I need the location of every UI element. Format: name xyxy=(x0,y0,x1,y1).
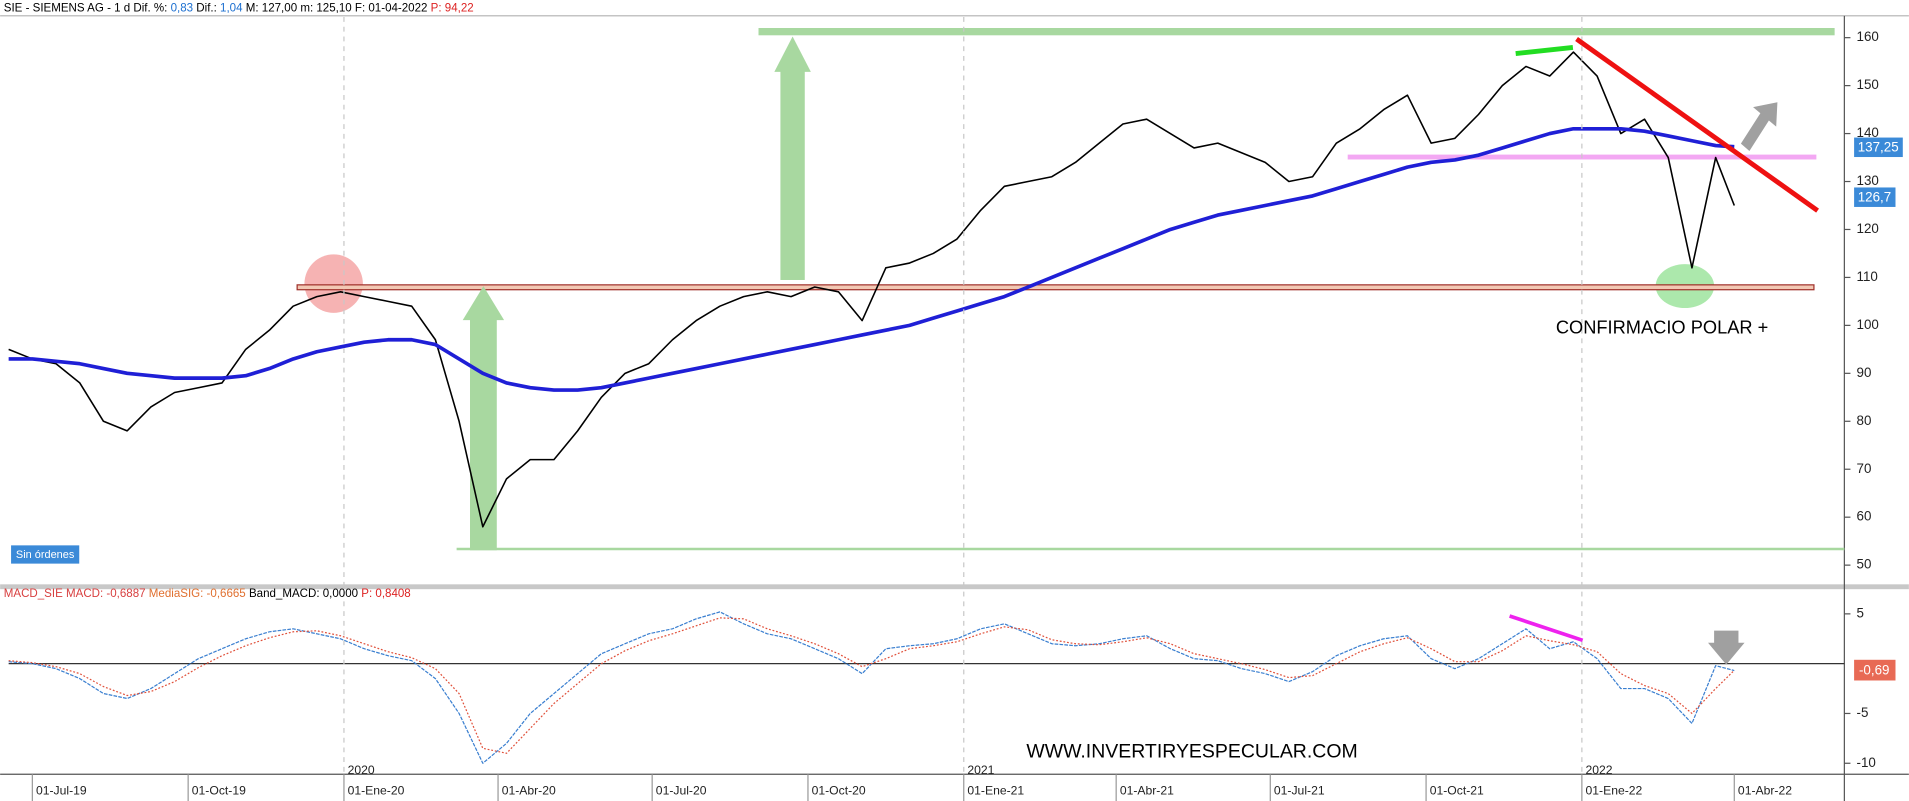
header-value: 0,83 xyxy=(171,3,193,15)
y-tick-label: 110 xyxy=(1857,269,1878,284)
legend-entry: Band_MACD: 0,0000 xyxy=(249,588,358,600)
y-tick-label: 140 xyxy=(1857,125,1879,140)
y-tick-label: 80 xyxy=(1857,413,1872,428)
x-tick-label: 01-Abr-22 xyxy=(1738,783,1792,797)
y-tick-label: -5 xyxy=(1857,705,1869,720)
header-value: m: 125,10 xyxy=(300,3,351,15)
header-symbol: SIE - SIEMENS AG - 1 d Dif. %: xyxy=(4,3,168,15)
y-tick-label: 50 xyxy=(1857,557,1872,572)
macd-header: MACD_SIE MACD: -0,6887 MediaSIG: -0,6665… xyxy=(4,588,411,600)
x-tick-label: 01-Oct-20 xyxy=(812,783,866,797)
status-badge xyxy=(11,545,80,564)
y-tick-label: 5 xyxy=(1857,605,1864,620)
arrow-shaft xyxy=(470,318,497,551)
arrow-shaft xyxy=(780,70,805,280)
header-label: Dif.: xyxy=(196,3,217,15)
y-tick-label: 160 xyxy=(1857,29,1879,44)
series-line xyxy=(8,51,1736,528)
header-value: 1,04 xyxy=(220,3,243,15)
trend-line xyxy=(1575,36,1819,213)
series-layer xyxy=(8,17,1845,775)
watermark: WWW.INVERTIRYESPECULAR.COM xyxy=(1026,740,1357,762)
panel-separator xyxy=(0,584,1909,590)
y-tick-label: 150 xyxy=(1857,77,1879,92)
series-line xyxy=(8,617,1735,754)
price-tag: -0,69 xyxy=(1859,662,1890,677)
x-tick-label: 01-Jul-20 xyxy=(656,783,707,797)
y-tick-label: 70 xyxy=(1857,461,1872,476)
pointer-arrow xyxy=(1740,102,1778,151)
drawings xyxy=(296,27,1845,551)
legend-entry: MACD_SIE MACD: -0,6887 xyxy=(4,588,146,600)
arrow-head xyxy=(774,36,811,72)
series-line xyxy=(8,126,1735,392)
y-tick-label: 100 xyxy=(1857,317,1879,332)
year-label: 2022 xyxy=(1586,763,1613,777)
annotation: CONFIRMACIO POLAR + xyxy=(1556,317,1768,338)
legend-entry: MediaSIG: -0,6665 xyxy=(149,588,246,600)
header-value: F: 01-04-2022 xyxy=(355,3,428,15)
x-tick-label: 01-Abr-20 xyxy=(502,783,556,797)
status-text: Sin órdenes xyxy=(16,549,75,561)
x-tick-label: 01-Ene-20 xyxy=(348,783,405,797)
x-tick-label: 01-Oct-19 xyxy=(192,783,246,797)
price-tag: 126,7 xyxy=(1858,189,1891,204)
legend-entry: P: 0,8408 xyxy=(361,588,410,600)
year-label: 2021 xyxy=(967,763,994,777)
y-tick-label: -10 xyxy=(1857,755,1876,770)
pointer-arrow xyxy=(1708,630,1745,665)
support-line xyxy=(296,284,1815,291)
target-line xyxy=(758,27,1835,36)
x-tick-label: 01-Jul-19 xyxy=(36,783,87,797)
header-value: M: 127,00 xyxy=(246,3,297,15)
year-label: 2020 xyxy=(348,763,375,777)
x-tick-label: 01-Oct-21 xyxy=(1430,783,1484,797)
header: SIE - SIEMENS AG - 1 d Dif. %: 0,83 Dif.… xyxy=(4,3,474,15)
macd-divergence-line xyxy=(1509,614,1584,643)
y-tick-label: 60 xyxy=(1857,509,1872,524)
x-tick-label: 01-Abr-21 xyxy=(1120,783,1174,797)
price-tag-box xyxy=(1854,137,1903,158)
y-tick-label: 130 xyxy=(1857,173,1879,188)
price-tag: 137,25 xyxy=(1858,139,1899,154)
x-tick-label: 01-Jul-21 xyxy=(1274,783,1325,797)
price-tag-box xyxy=(1854,659,1896,681)
x-tick-label: 01-Ene-21 xyxy=(967,783,1024,797)
divergence-line xyxy=(1515,45,1574,56)
drawings-over xyxy=(1509,36,1819,665)
price-tag-box xyxy=(1854,187,1896,207)
series-line xyxy=(8,611,1735,764)
y-tick-label: 90 xyxy=(1857,365,1872,380)
y-tick-label: 120 xyxy=(1857,221,1879,236)
x-tick-label: 01-Ene-22 xyxy=(1586,783,1643,797)
arrow-head xyxy=(462,286,505,321)
highlight-circle xyxy=(304,254,363,313)
header-value: P: 94,22 xyxy=(431,3,474,15)
